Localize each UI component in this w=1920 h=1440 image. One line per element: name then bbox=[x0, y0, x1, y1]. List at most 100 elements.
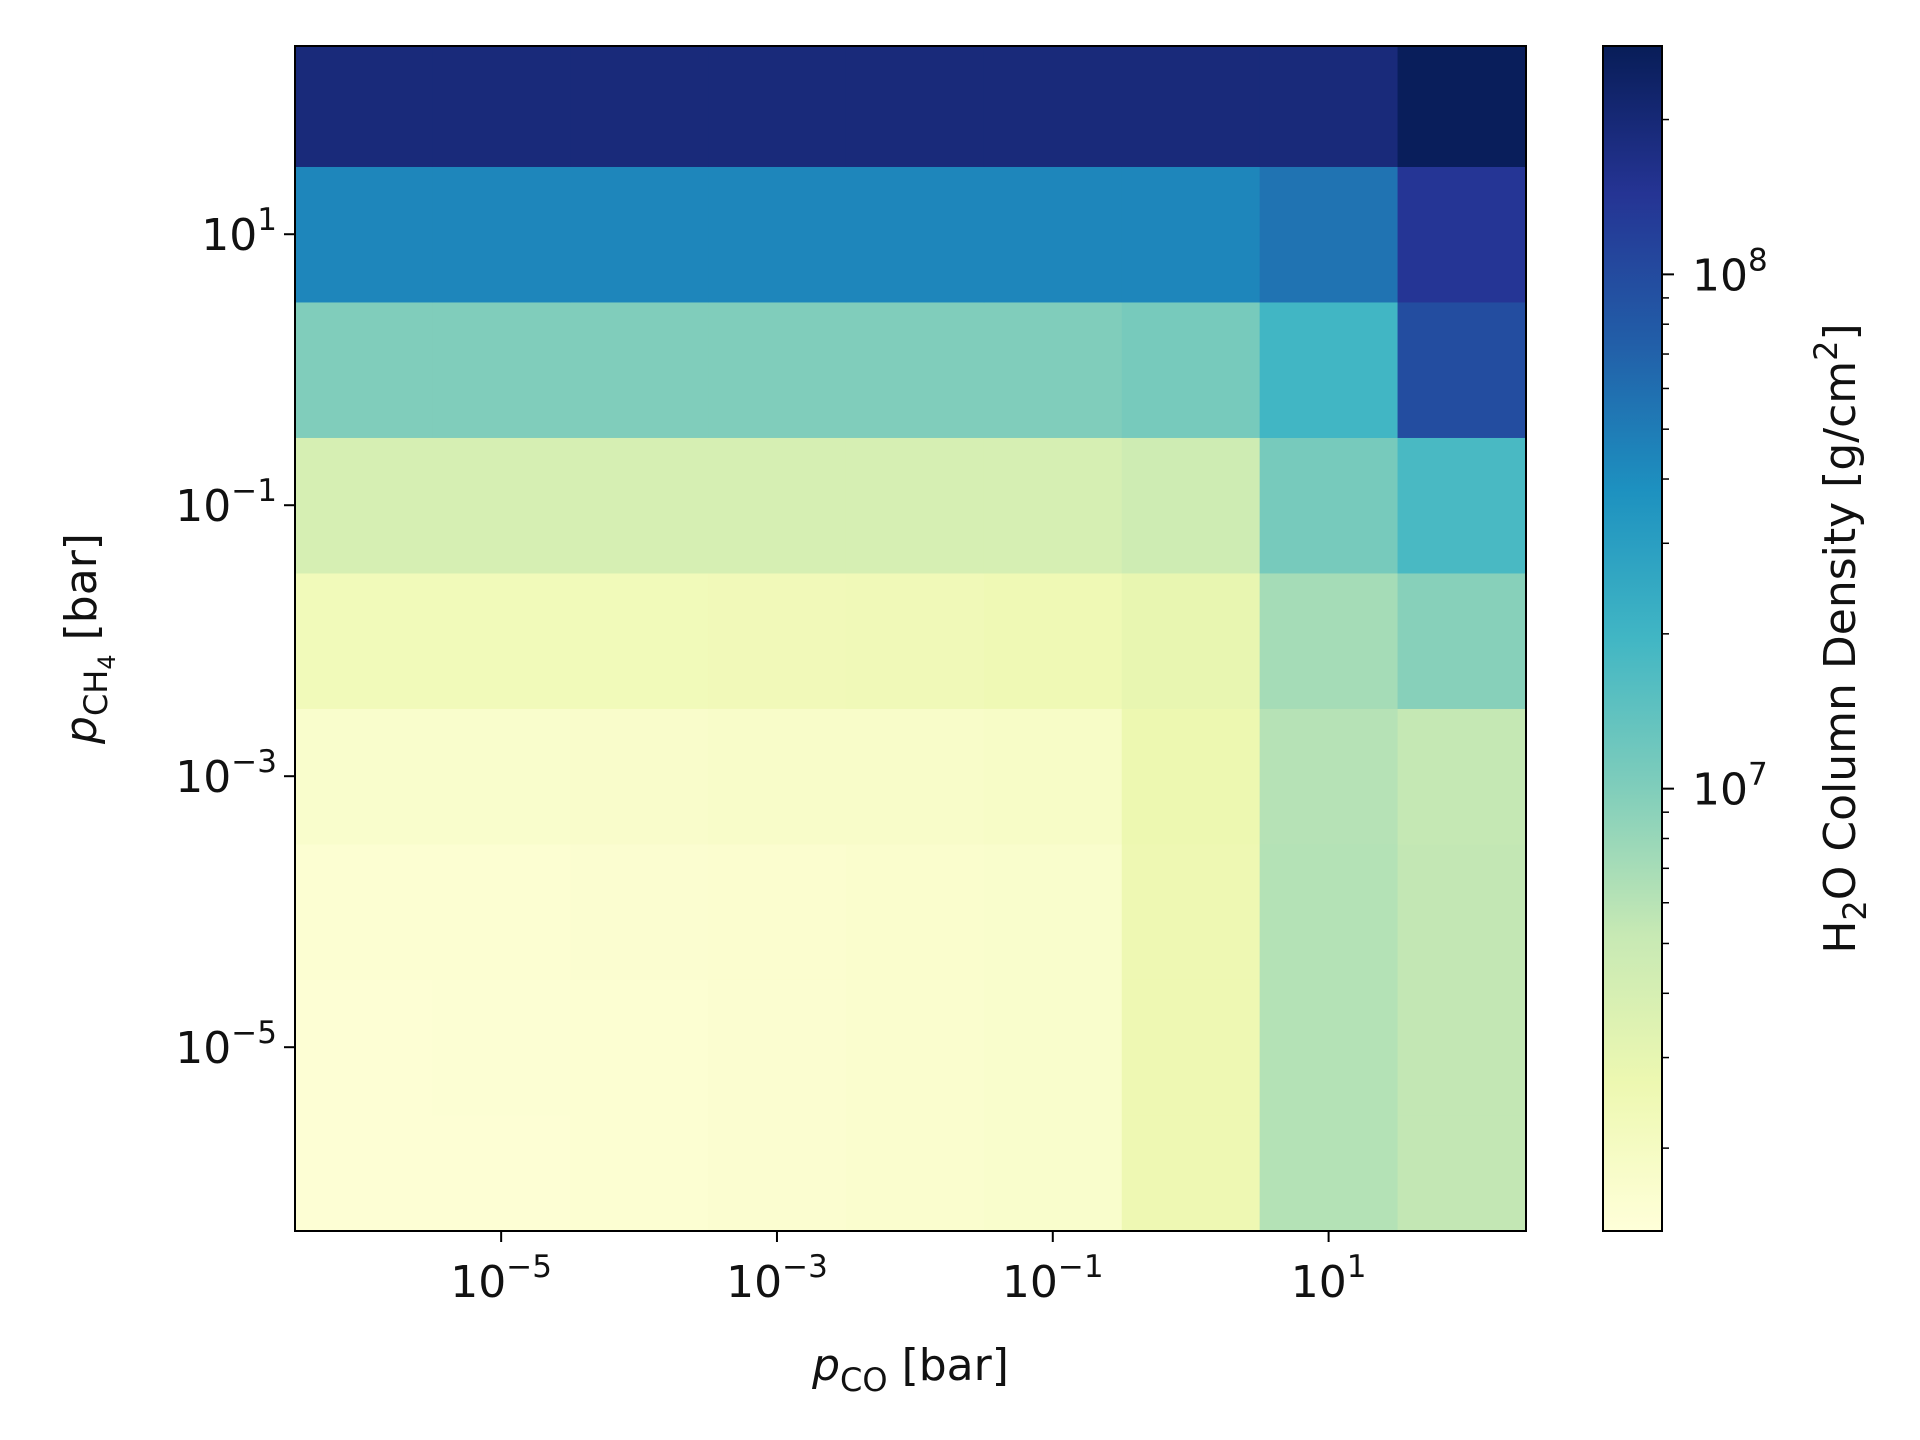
tick-label: 10−5 bbox=[175, 1015, 277, 1074]
tick-label: 108 bbox=[1692, 242, 1768, 301]
tick-exponent: 1 bbox=[1347, 1249, 1367, 1285]
heatmap-cell bbox=[1121, 1114, 1261, 1231]
heatmap-cell bbox=[708, 301, 847, 438]
heatmap-cell bbox=[708, 437, 847, 574]
heatmap-cell bbox=[708, 166, 847, 303]
colorbar bbox=[1602, 45, 1663, 1232]
heatmap-cell bbox=[983, 46, 1123, 167]
y-axis-label-part: 4 bbox=[93, 654, 121, 669]
heatmap-cell bbox=[1259, 301, 1399, 438]
tick-base: 10 bbox=[175, 1023, 231, 1074]
heatmap-cell bbox=[845, 1114, 985, 1231]
heatmap-cell bbox=[432, 166, 571, 303]
heatmap-cell bbox=[1259, 708, 1399, 845]
heatmap-cell bbox=[1397, 843, 1526, 980]
heatmap-cell bbox=[845, 572, 985, 709]
tick-label: 10−1 bbox=[1002, 1249, 1104, 1308]
heatmap-cell bbox=[1121, 46, 1261, 167]
heatmap-cell bbox=[1397, 572, 1526, 709]
colorbar-label: H2O Column Density [g/cm2] bbox=[1807, 323, 1874, 953]
heatmap-cell bbox=[983, 166, 1123, 303]
heatmap-cell bbox=[295, 979, 433, 1116]
heatmap-cell bbox=[295, 46, 433, 167]
heatmap-cell bbox=[570, 843, 709, 980]
colorbar-label-part: 2 bbox=[1836, 900, 1874, 920]
y-axis-label-part: p bbox=[56, 716, 107, 745]
heatmap bbox=[295, 46, 1526, 1231]
colorbar-label-part: 2 bbox=[1807, 341, 1845, 361]
x-axis-label-part: p bbox=[811, 1340, 840, 1391]
tick-exponent: 7 bbox=[1748, 757, 1768, 793]
tick-base: 10 bbox=[175, 752, 231, 803]
heatmap-cell bbox=[708, 572, 847, 709]
tick-exponent: −5 bbox=[506, 1249, 552, 1285]
heatmap-cell bbox=[570, 572, 709, 709]
colorbar-label-part: ] bbox=[1815, 323, 1866, 340]
heatmap-cell bbox=[1121, 301, 1261, 438]
heatmap-cell bbox=[1397, 979, 1526, 1116]
heatmap-cell bbox=[570, 166, 709, 303]
heatmap-cell bbox=[432, 572, 571, 709]
tick-base: 10 bbox=[1692, 250, 1748, 301]
plot-frame bbox=[294, 45, 1527, 1232]
heatmap-cell bbox=[432, 46, 571, 167]
tick-base: 10 bbox=[1692, 765, 1748, 816]
y-axis-label: pCH4 [bar] bbox=[56, 533, 121, 745]
tick-base: 10 bbox=[1291, 1257, 1347, 1308]
tick-label: 10−3 bbox=[175, 744, 277, 803]
heatmap-cell bbox=[295, 572, 433, 709]
heatmap-cell bbox=[1259, 437, 1399, 574]
tick-base: 10 bbox=[726, 1257, 782, 1308]
heatmap-cell bbox=[708, 46, 847, 167]
tick-label: 101 bbox=[201, 202, 277, 261]
tick-label: 10−5 bbox=[450, 1249, 552, 1308]
heatmap-cell bbox=[983, 572, 1123, 709]
heatmap-cell bbox=[708, 843, 847, 980]
heatmap-cell bbox=[1397, 437, 1526, 574]
heatmap-cell bbox=[845, 979, 985, 1116]
y-axis-label-part: [bar] bbox=[56, 533, 107, 654]
tick-exponent: −3 bbox=[782, 1249, 828, 1285]
heatmap-cell bbox=[1121, 708, 1261, 845]
tick-label: 10−1 bbox=[175, 473, 277, 532]
tick-exponent: −1 bbox=[1058, 1249, 1104, 1285]
heatmap-cell bbox=[295, 1114, 433, 1231]
heatmap-cell bbox=[432, 301, 571, 438]
heatmap-cell bbox=[845, 166, 985, 303]
heatmap-cell bbox=[1397, 46, 1526, 167]
y-axis-label-part: CH bbox=[77, 670, 115, 716]
tick-exponent: −1 bbox=[231, 473, 277, 509]
x-axis-label-part: [bar] bbox=[888, 1340, 1009, 1391]
heatmap-cell bbox=[1259, 979, 1399, 1116]
heatmap-cell bbox=[1121, 843, 1261, 980]
tick-base: 10 bbox=[1002, 1257, 1058, 1308]
tick-base: 10 bbox=[201, 210, 257, 261]
heatmap-cell bbox=[432, 979, 571, 1116]
tick-label: 107 bbox=[1692, 757, 1768, 816]
heatmap-cell bbox=[432, 843, 571, 980]
heatmap-cell bbox=[983, 843, 1123, 980]
heatmap-cell bbox=[570, 437, 709, 574]
heatmap-cell bbox=[1259, 1114, 1399, 1231]
x-axis-label-part: CO bbox=[840, 1361, 888, 1399]
tick-label: 10−3 bbox=[726, 1249, 828, 1308]
heatmap-cell bbox=[708, 1114, 847, 1231]
heatmap-cell bbox=[1397, 166, 1526, 303]
heatmap-cell bbox=[983, 1114, 1123, 1231]
heatmap-cell bbox=[1121, 437, 1261, 574]
heatmap-cell bbox=[845, 708, 985, 845]
heatmap-cell bbox=[570, 301, 709, 438]
heatmap-cell bbox=[295, 166, 433, 303]
heatmap-cell bbox=[845, 46, 985, 167]
heatmap-cell bbox=[983, 979, 1123, 1116]
heatmap-cell bbox=[1397, 708, 1526, 845]
tick-exponent: −3 bbox=[231, 744, 277, 780]
heatmap-cell bbox=[1259, 46, 1399, 167]
heatmap-cell bbox=[570, 979, 709, 1116]
tick-exponent: 8 bbox=[1748, 242, 1768, 278]
heatmap-cell bbox=[295, 437, 433, 574]
heatmap-cell bbox=[295, 301, 433, 438]
heatmap-cell bbox=[1397, 301, 1526, 438]
tick-exponent: −5 bbox=[231, 1015, 277, 1051]
tick-exponent: 1 bbox=[257, 202, 277, 238]
